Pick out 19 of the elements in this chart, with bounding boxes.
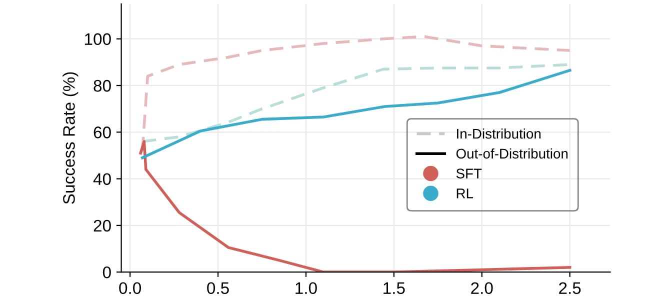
annotation: In-Distribution bbox=[457, 128, 541, 139]
x-tick-label: 0.5 bbox=[207, 282, 229, 294]
y-tick-label: 40 bbox=[93, 173, 111, 185]
y-tick-label: 60 bbox=[94, 126, 111, 138]
legend-label: SFT bbox=[456, 168, 482, 178]
x-tick-label: 1.5 bbox=[384, 282, 405, 294]
y-tick-label: 100 bbox=[85, 33, 111, 46]
legend-label: RL bbox=[456, 188, 474, 198]
x-tick-label: 2.5 bbox=[559, 282, 581, 294]
y-tick-label: 20 bbox=[94, 220, 111, 232]
line-series bbox=[140, 68, 572, 160]
line-series bbox=[139, 140, 572, 272]
x-tick-label: 2.0 bbox=[471, 282, 493, 294]
annotation: Out-of-Distribution bbox=[456, 148, 568, 159]
y-tick-label: 80 bbox=[94, 80, 111, 92]
y-tick-label: 0 bbox=[102, 266, 111, 278]
y-axis-title: Success Rate (%) bbox=[62, 72, 78, 204]
x-tick-label: 0.0 bbox=[119, 282, 141, 294]
x-tick-label: 1.0 bbox=[296, 282, 317, 294]
